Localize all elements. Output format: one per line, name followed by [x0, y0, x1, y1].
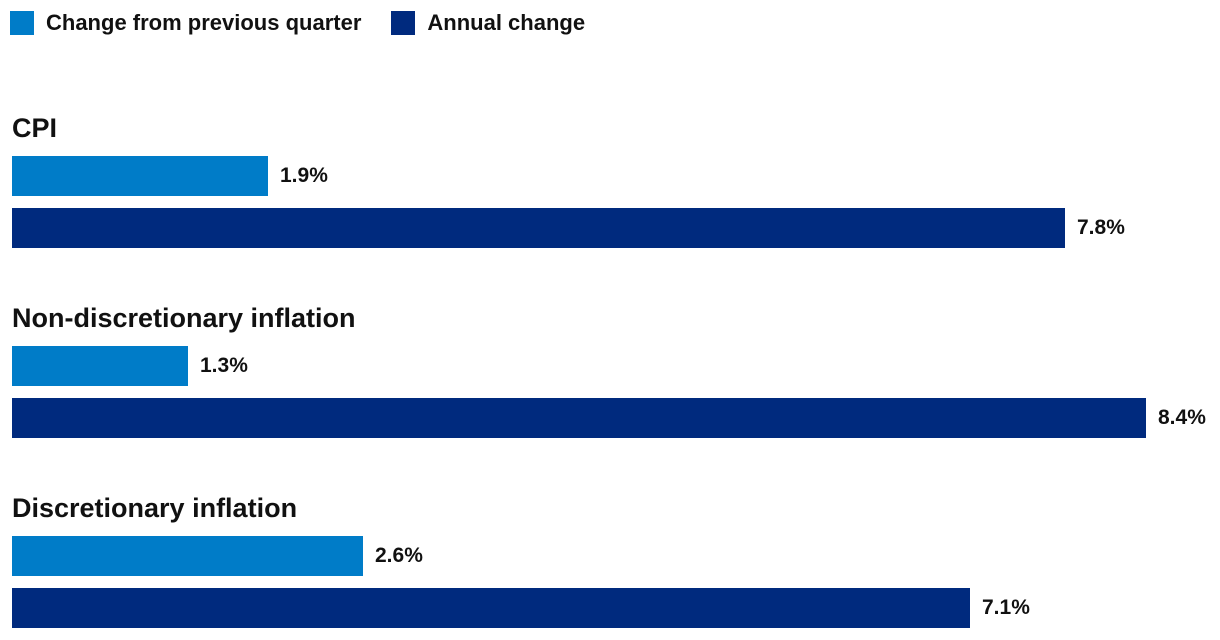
bar-quarterly-non-discretionary — [12, 346, 188, 386]
bar-annual-non-discretionary — [12, 398, 1146, 438]
bar-quarterly-discretionary — [12, 536, 363, 576]
category-group-cpi: CPI 1.9% 7.8% — [12, 110, 1212, 260]
category-label: CPI — [12, 113, 58, 143]
bar-row: 8.4% — [12, 398, 1212, 438]
data-label: 7.1% — [982, 596, 1030, 619]
legend-label-annual: Annual change — [427, 10, 586, 35]
chart-legend: Change from previous quarter Annual chan… — [10, 8, 615, 38]
bar-row: 1.3% — [12, 346, 1212, 386]
bar-quarterly-cpi — [12, 156, 268, 196]
bar-row: 7.8% — [12, 208, 1212, 248]
data-label: 1.9% — [280, 164, 328, 187]
legend-swatch-annual — [391, 11, 416, 35]
category-group-discretionary: Discretionary inflation 2.6% 7.1% — [12, 490, 1212, 640]
bar-row: 1.9% — [12, 156, 1212, 196]
bar-row: 2.6% — [12, 536, 1212, 576]
legend-item-annual: Annual change — [391, 10, 585, 36]
bar-annual-discretionary — [12, 588, 970, 628]
legend-swatch-quarterly — [10, 11, 34, 35]
data-label: 2.6% — [375, 544, 423, 567]
legend-item-quarterly: Change from previous quarter — [10, 10, 361, 36]
data-label: 7.8% — [1077, 216, 1125, 239]
category-group-non-discretionary: Non-discretionary inflation 1.3% 8.4% — [12, 300, 1212, 450]
category-label: Discretionary inflation — [12, 493, 298, 523]
data-label: 8.4% — [1158, 406, 1206, 429]
category-label: Non-discretionary inflation — [12, 303, 356, 333]
bar-row: 7.1% — [12, 588, 1212, 628]
data-label: 1.3% — [200, 354, 248, 377]
legend-label-quarterly: Change from previous quarter — [46, 10, 362, 35]
bar-annual-cpi — [12, 208, 1065, 248]
